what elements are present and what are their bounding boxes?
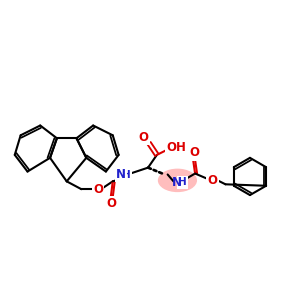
Text: H: H <box>178 177 187 187</box>
Text: O: O <box>189 146 199 159</box>
Text: OH: OH <box>167 141 186 154</box>
Text: O: O <box>208 174 218 187</box>
Text: N: N <box>172 176 182 189</box>
Text: O: O <box>93 183 103 196</box>
Text: N: N <box>116 168 126 181</box>
Text: H: H <box>122 169 131 179</box>
Text: O: O <box>138 131 148 144</box>
Ellipse shape <box>158 169 197 192</box>
Text: O: O <box>107 197 117 210</box>
